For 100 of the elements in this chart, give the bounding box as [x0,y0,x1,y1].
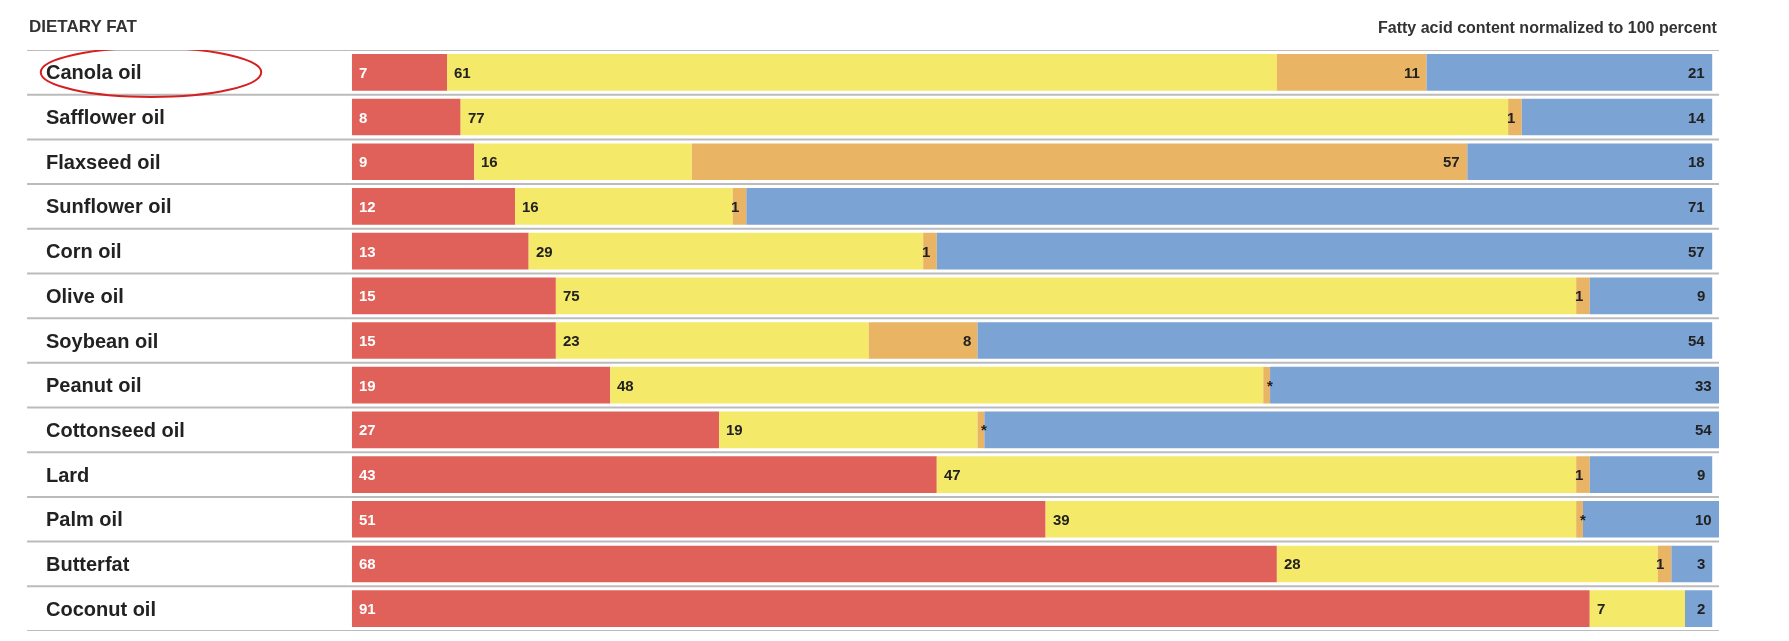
y-tick-label: Corn oil [46,240,122,262]
data-label: 47 [944,466,961,483]
data-label: 27 [359,421,376,438]
bar [1276,545,1658,583]
bar [1045,500,1577,538]
bar [351,188,516,225]
bar [474,143,692,181]
data-label: 12 [359,198,376,215]
bar [1426,54,1713,91]
bar [351,143,475,181]
data-label: 2 [1697,600,1706,617]
data-label: 77 [468,109,485,126]
data-label: 33 [1695,377,1712,394]
y-tick-label: Coconut oil [46,598,156,620]
bar [1467,143,1713,181]
data-label: 51 [359,511,376,528]
data-label: 91 [359,600,376,617]
bar [610,366,1264,404]
bar [746,188,1713,225]
bar [1684,590,1713,627]
data-label: 1 [1507,109,1516,126]
data-label: 1 [731,198,740,215]
data-label: 71 [1688,198,1705,215]
bar [1589,590,1685,627]
data-label: 75 [563,287,580,304]
bar [1263,366,1271,404]
y-tick-label: Peanut oil [46,374,142,396]
y-tick-label: Butterfat [46,553,130,575]
data-label: 29 [536,243,553,260]
data-label: 1 [922,243,931,260]
data-label: 14 [1688,109,1706,126]
data-label: 10 [1695,511,1712,528]
bar [351,500,1046,538]
data-label: 8 [963,332,972,349]
bar [1508,98,1522,136]
data-label: 1 [1656,555,1665,572]
bar [351,98,461,136]
bar [1671,545,1713,583]
data-label: 57 [1688,243,1705,260]
bar [1576,456,1590,493]
data-label: 15 [359,332,376,349]
data-label: 7 [1597,600,1606,617]
data-label: * [1580,511,1586,528]
data-label: 57 [1443,153,1460,170]
bar [528,232,924,270]
data-label: 61 [454,64,471,81]
bar [1589,277,1713,315]
bar [1576,277,1590,315]
data-label: 9 [359,153,368,170]
data-label: 48 [617,377,634,394]
data-label: 11 [1404,64,1420,81]
data-label: 54 [1688,332,1706,349]
y-tick-label: Palm oil [46,508,123,530]
bar [351,366,611,404]
bar [936,232,1713,270]
bar [351,54,448,91]
data-label: 8 [359,109,368,126]
bar [923,232,937,270]
y-tick-label: Lard [46,464,90,486]
bar [447,54,1277,91]
data-label: 28 [1284,555,1301,572]
data-label: 23 [563,332,580,349]
data-label: 16 [481,153,498,170]
bar [1589,456,1713,493]
y-tick-label: Olive oil [46,285,124,307]
data-label: 19 [359,377,376,394]
bar [977,322,1713,359]
data-label: 18 [1688,153,1705,170]
y-tick-label: Safflower oil [46,106,165,128]
data-label: 1 [1575,466,1584,483]
data-label: 19 [726,421,743,438]
bar [515,188,733,225]
y-tick-label: Soybean oil [46,330,159,352]
bar [1276,54,1427,91]
data-label: 9 [1697,466,1706,483]
bar [555,277,1577,315]
data-label: * [1267,377,1273,394]
bar [1582,500,1719,538]
data-label: 54 [1695,421,1713,438]
y-tick-label: Cottonseed oil [46,419,185,441]
data-label: 39 [1053,511,1070,528]
bar [868,322,978,359]
y-tick-label: Canola oil [46,61,142,83]
data-label: 43 [359,466,376,483]
bar [1521,98,1713,136]
bar [719,411,978,449]
bar [351,322,556,359]
bar [555,322,869,359]
data-label: 16 [522,198,539,215]
bar [351,590,1590,627]
data-label: * [981,421,987,438]
bar [351,545,1277,583]
y-tick-label: Flaxseed oil [46,151,161,173]
bar [351,277,556,315]
data-label: 3 [1697,555,1706,572]
data-label: 9 [1697,287,1706,304]
data-label: 7 [359,64,368,81]
y-tick-label: Sunflower oil [46,195,172,217]
data-label: 1 [1575,287,1584,304]
bar [351,411,720,449]
